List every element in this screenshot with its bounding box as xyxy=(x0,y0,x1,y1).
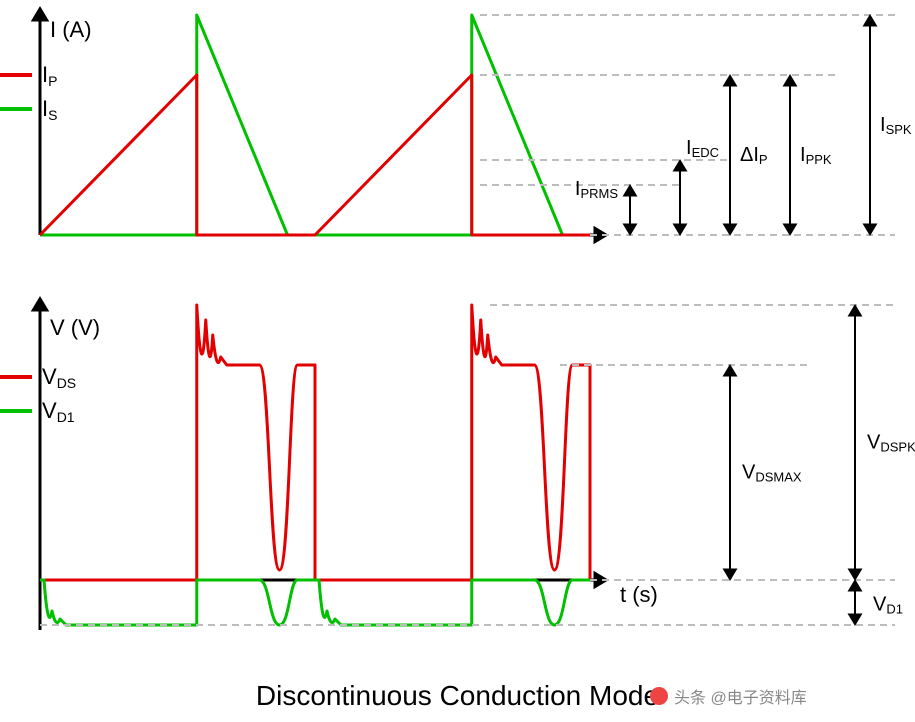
svg-text:IEDC: IEDC xyxy=(686,137,719,160)
svg-text:VD1: VD1 xyxy=(42,398,75,425)
svg-text:IS: IS xyxy=(42,96,57,123)
svg-text:I (A): I (A) xyxy=(50,17,92,42)
svg-text:V (V): V (V) xyxy=(50,315,100,340)
svg-text:t (s): t (s) xyxy=(620,582,658,607)
svg-text:IPRMS: IPRMS xyxy=(575,178,618,201)
svg-text:VD1: VD1 xyxy=(873,594,903,617)
svg-text:IPPK: IPPK xyxy=(800,144,832,167)
svg-text:VDSPK: VDSPK xyxy=(867,432,915,455)
svg-text:VDSMAX: VDSMAX xyxy=(742,462,802,485)
watermark-text: 头条 @电子资料库 xyxy=(674,684,807,708)
svg-text:IP: IP xyxy=(42,62,57,89)
diagram-svg: I (A) IP IS IPRMS IEDC ΔIP IPPK ISPK V (V) t (s) V… xyxy=(0,0,915,722)
svg-text:ΔIP: ΔIP xyxy=(740,144,768,167)
watermark: 头条 @电子资料库 xyxy=(650,684,807,708)
svg-text:VDS: VDS xyxy=(42,364,76,391)
watermark-icon xyxy=(650,687,668,705)
svg-text:ISPK: ISPK xyxy=(880,114,912,137)
